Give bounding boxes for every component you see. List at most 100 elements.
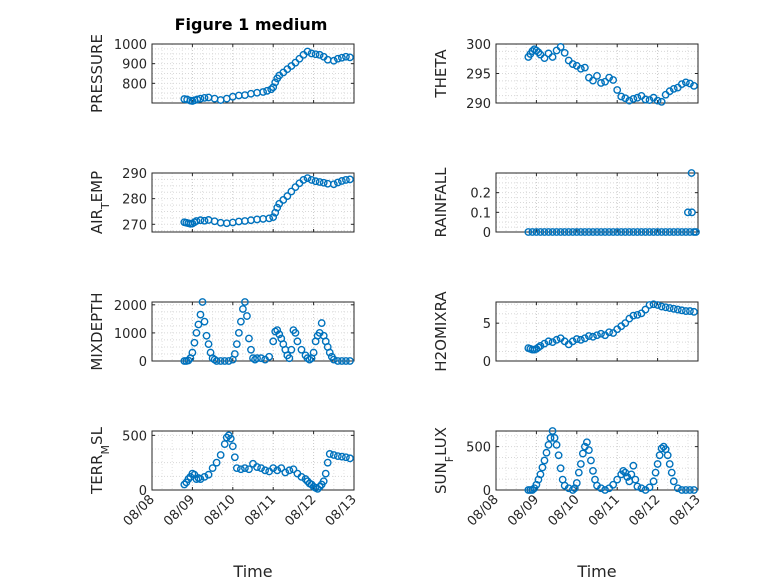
data-point xyxy=(677,228,686,236)
data-point xyxy=(301,475,310,483)
data-point xyxy=(681,486,690,494)
data-point xyxy=(281,468,290,477)
data-point xyxy=(222,433,231,442)
data-point xyxy=(572,335,581,343)
data-point xyxy=(192,329,201,337)
data-point xyxy=(673,228,682,236)
data-point xyxy=(576,335,585,344)
data-point xyxy=(597,484,605,493)
data-point xyxy=(548,228,557,236)
data-point xyxy=(669,84,678,93)
data-point xyxy=(329,180,338,189)
data-point xyxy=(236,465,245,474)
data-point xyxy=(198,298,207,306)
data-point xyxy=(613,228,622,236)
data-point xyxy=(287,345,296,354)
x-tick-label: 08/12 xyxy=(626,492,663,529)
data-point xyxy=(617,92,626,101)
data-point xyxy=(337,452,346,461)
panel-rainfall: 0 0.1 0.2 RAINFALL xyxy=(432,167,700,241)
data-point xyxy=(285,354,294,363)
data-point xyxy=(337,177,346,185)
data-point xyxy=(277,464,286,473)
x-tick-label: 08/09 xyxy=(505,492,542,529)
data-point xyxy=(540,54,549,63)
data-point xyxy=(690,81,698,90)
series-points xyxy=(180,47,354,105)
data-point xyxy=(645,483,654,492)
data-point xyxy=(534,343,543,352)
data-point xyxy=(241,464,249,473)
data-point xyxy=(196,475,205,483)
data-point xyxy=(627,470,636,479)
data-point xyxy=(224,357,233,365)
x-tick-label: 08/10 xyxy=(202,492,239,529)
data-point xyxy=(303,174,312,183)
y-tick-label: 800 xyxy=(122,77,147,92)
x-tick-label: 08/09 xyxy=(161,492,198,529)
data-point xyxy=(253,463,261,471)
y-tick-label: 0.1 xyxy=(470,206,491,221)
data-point xyxy=(202,331,211,340)
data-point xyxy=(544,228,553,236)
data-point xyxy=(649,477,658,486)
y-tick-label: 270 xyxy=(122,218,147,233)
data-point xyxy=(265,214,274,223)
data-point xyxy=(333,357,342,365)
series-points xyxy=(524,300,698,354)
data-point xyxy=(619,467,628,475)
data-point xyxy=(297,472,306,481)
data-point xyxy=(273,326,282,334)
y-axis-label: SUNFLUX xyxy=(432,427,456,494)
data-point xyxy=(686,307,694,315)
y-tick-label: 900 xyxy=(122,58,147,73)
data-point xyxy=(538,463,547,472)
data-point xyxy=(686,486,694,494)
data-point xyxy=(536,228,545,236)
data-point xyxy=(528,228,537,236)
data-point xyxy=(319,477,328,486)
data-point xyxy=(657,97,666,106)
data-point xyxy=(641,95,650,104)
data-point xyxy=(572,228,581,236)
data-point xyxy=(637,228,646,236)
data-point xyxy=(267,85,276,94)
y-tick-label: 0 xyxy=(139,355,147,370)
data-point xyxy=(303,47,312,56)
y-axis-label: RAINFALL xyxy=(432,167,450,238)
data-point xyxy=(291,183,300,192)
y-axis-label: TERRMSL xyxy=(88,426,112,495)
data-point xyxy=(548,53,557,61)
data-point xyxy=(289,465,298,474)
data-point xyxy=(220,357,229,365)
x-tick-label: 08/13 xyxy=(323,492,360,529)
data-point xyxy=(542,448,551,457)
series-points xyxy=(180,431,354,493)
data-point xyxy=(528,486,537,494)
data-point xyxy=(265,352,274,361)
data-point xyxy=(669,304,678,313)
data-point xyxy=(293,337,302,346)
data-point xyxy=(329,56,338,65)
data-point xyxy=(342,357,350,365)
series-points xyxy=(524,43,698,106)
panel-h2omixra: 0 5 H2OMIXRA xyxy=(432,291,699,372)
data-point xyxy=(245,465,253,474)
axes-box xyxy=(495,301,699,362)
panel-theta: 290 295 300 THETA xyxy=(432,38,699,112)
data-point xyxy=(311,50,320,59)
data-point xyxy=(568,337,577,346)
panel-pressure: 800 900 1000 PRESSURE xyxy=(88,34,355,113)
data-point xyxy=(621,94,630,103)
data-point xyxy=(536,341,545,350)
data-point xyxy=(629,461,638,470)
data-point xyxy=(325,450,334,458)
x-tick-label: 08/10 xyxy=(546,492,583,529)
data-point xyxy=(544,440,553,449)
data-point xyxy=(597,329,605,338)
data-point xyxy=(645,228,654,236)
data-point xyxy=(342,453,350,462)
data-point xyxy=(572,479,581,487)
